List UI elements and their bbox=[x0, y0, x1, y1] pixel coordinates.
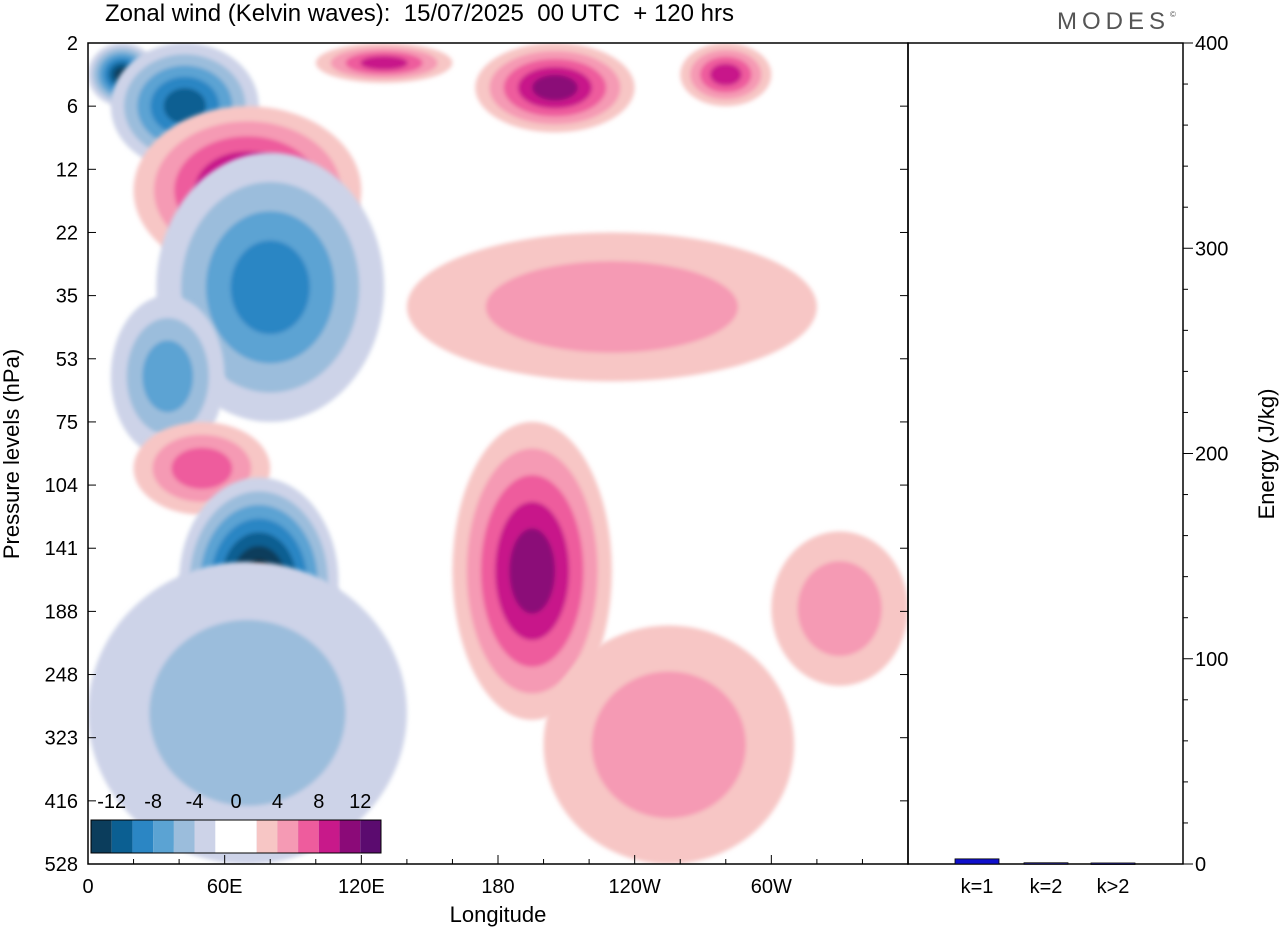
contour-negative-3 bbox=[142, 340, 194, 413]
x-tick-label: 60W bbox=[751, 876, 792, 898]
wind-anomaly-negative bbox=[110, 295, 225, 458]
wind-anomaly-negative bbox=[88, 561, 407, 864]
wind-anomaly-positive bbox=[406, 232, 817, 382]
energy-category-label: k=1 bbox=[961, 876, 994, 898]
colorbar-swatch bbox=[339, 820, 361, 853]
energy-frame bbox=[907, 42, 1184, 865]
colorbar-swatch bbox=[111, 820, 133, 853]
energy-bar bbox=[1023, 862, 1069, 865]
energy-category-label: k>2 bbox=[1097, 876, 1130, 898]
colorbar-label: -12 bbox=[97, 791, 126, 813]
y-tick-label: 53 bbox=[56, 349, 78, 371]
contour-positive-4 bbox=[709, 63, 742, 86]
energy-tick-label: 0 bbox=[1195, 854, 1206, 876]
colorbar-swatch bbox=[236, 820, 257, 853]
colorbar-label: 0 bbox=[230, 791, 241, 813]
brand-name: MODES bbox=[1057, 8, 1171, 35]
energy-tick-label: 200 bbox=[1195, 444, 1228, 466]
chart-title: Zonal wind (Kelvin waves): 15/07/2025 00… bbox=[105, 0, 734, 27]
contour-negative-4 bbox=[230, 240, 310, 335]
colorbar-swatch bbox=[91, 820, 112, 853]
contour-positive-2 bbox=[485, 261, 739, 353]
colorbar-swatch bbox=[298, 820, 319, 853]
colorbar-swatch bbox=[256, 820, 278, 853]
y-tick-label: 75 bbox=[56, 412, 78, 434]
x-tick-label: 60E bbox=[207, 876, 243, 898]
colorbar-swatch bbox=[173, 820, 195, 853]
wind-anomaly-positive bbox=[315, 43, 453, 83]
energy-tick-label: 300 bbox=[1195, 238, 1228, 260]
contour-positive-3 bbox=[171, 447, 233, 489]
contour-negative-2 bbox=[149, 619, 346, 806]
y-axis: 2 6 12 22 35 53 75 104 141 188 248 323 416 528 bbox=[45, 33, 908, 876]
x-tick-label: 180 bbox=[481, 876, 514, 898]
y-tick-label: 22 bbox=[56, 222, 78, 244]
energy-category-label: k=2 bbox=[1030, 876, 1063, 898]
brand-mark: © bbox=[1170, 10, 1176, 19]
wind-anomaly-positive bbox=[133, 421, 271, 515]
y-tick-label: 6 bbox=[67, 96, 78, 118]
colorbar: -12 -8 -4 0 4 8 12 bbox=[90, 791, 382, 854]
y-tick-label: 35 bbox=[56, 286, 78, 308]
contour-positive-5 bbox=[509, 528, 555, 614]
colorbar-swatch bbox=[277, 820, 299, 853]
y-axis-title: Pressure levels (hPa) bbox=[0, 349, 24, 559]
wind-anomaly-positive bbox=[543, 625, 795, 864]
x-axis: 0 60E 120E 180 120W 60W bbox=[82, 855, 909, 898]
contour-positive-2 bbox=[797, 561, 882, 657]
colorbar-swatch bbox=[194, 820, 216, 853]
colorbar-label: -8 bbox=[144, 791, 162, 813]
colorbar-swatch bbox=[215, 820, 236, 853]
x-axis-title: Longitude bbox=[450, 902, 547, 927]
x-tick-label: 0 bbox=[82, 876, 93, 898]
contour-positive-4 bbox=[360, 55, 408, 70]
colorbar-swatch bbox=[132, 820, 154, 853]
x-tick-label: 120E bbox=[338, 876, 385, 898]
colorbar-swatch bbox=[153, 820, 174, 853]
y-tick-label: 188 bbox=[45, 601, 78, 623]
y-tick-label: 416 bbox=[45, 791, 78, 813]
energy-bar bbox=[1090, 862, 1136, 865]
y-tick-label: 2 bbox=[67, 33, 78, 55]
contour-positive-5 bbox=[532, 74, 578, 101]
y-tick-label: 528 bbox=[45, 854, 78, 876]
energy-tick-label: 100 bbox=[1195, 649, 1228, 671]
wind-anomaly-positive bbox=[452, 421, 612, 721]
y-tick-label: 141 bbox=[45, 538, 78, 560]
brand-logo: MODES© bbox=[1057, 8, 1176, 36]
colorbar-label: 4 bbox=[272, 791, 283, 813]
energy-bars: k=1 k=2 k>2 bbox=[954, 858, 1136, 898]
colorbar-label: -4 bbox=[186, 791, 204, 813]
colorbar-swatch bbox=[318, 820, 340, 853]
wind-anomaly-positive bbox=[771, 531, 908, 686]
wind-field bbox=[88, 43, 908, 864]
wind-anomaly-positive bbox=[475, 43, 635, 133]
contour-negative-5 bbox=[163, 88, 206, 125]
colorbar-label: 8 bbox=[313, 791, 324, 813]
wind-anomaly-positive bbox=[680, 43, 772, 107]
colorbar-swatch bbox=[360, 820, 381, 853]
energy-axis: 0 100 200 300 400 bbox=[1183, 33, 1228, 876]
contour-positive-2 bbox=[591, 671, 746, 819]
energy-tick-label: 400 bbox=[1195, 33, 1228, 55]
y-tick-label: 104 bbox=[45, 475, 78, 497]
colorbar-label: 12 bbox=[349, 791, 371, 813]
colorbar-border bbox=[90, 819, 382, 854]
energy-axis-title: Energy (J/kg) bbox=[1254, 389, 1279, 520]
y-tick-label: 323 bbox=[45, 728, 78, 750]
x-tick-label: 120W bbox=[609, 876, 661, 898]
y-tick-label: 248 bbox=[45, 665, 78, 687]
energy-bar bbox=[954, 858, 1000, 865]
y-tick-label: 12 bbox=[56, 159, 78, 181]
